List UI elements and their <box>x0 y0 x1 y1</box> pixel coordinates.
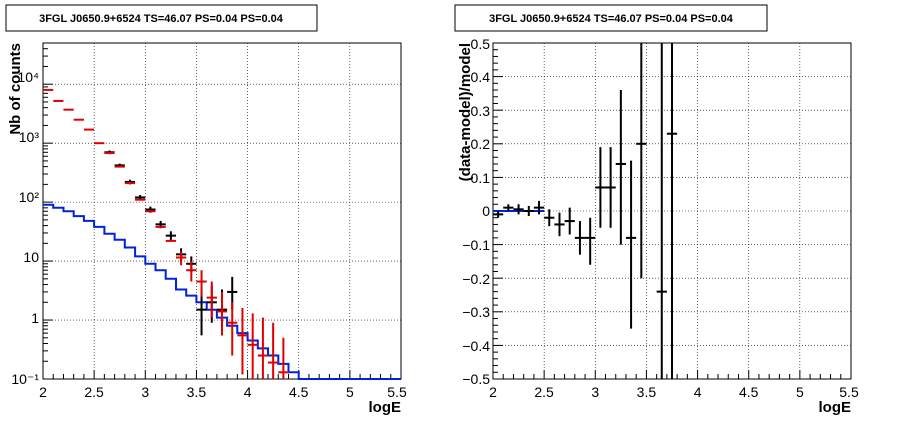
total-model-point <box>216 291 228 336</box>
right-y-tick-label: −0.1 <box>462 237 490 253</box>
right-y-tick-label: −0.5 <box>462 371 490 387</box>
right-title: 3FGL J0650.9+6524 TS=46.07 PS=0.04 PS=0.… <box>489 13 734 25</box>
left-y-tick-label: 10 <box>23 249 39 265</box>
total-model-point <box>186 261 197 282</box>
right-y-tick-label: −0.4 <box>462 338 490 354</box>
total-model-point <box>196 270 207 297</box>
residual-point <box>595 147 606 228</box>
right-x-tick-label: 2 <box>489 384 497 400</box>
right-y-axis-label: (data-model)/model <box>457 43 474 181</box>
right-y-tick-label: 0.2 <box>471 136 491 152</box>
right-plot-marks <box>493 43 678 379</box>
right-x-tick-label: 4.5 <box>739 384 759 400</box>
left-title: 3FGL J0650.9+6524 TS=46.07 PS=0.04 PS=0.… <box>39 13 284 25</box>
right-y-tick-labels: −0.5 −0.4 −0.3 −0.2 −0.1 0 0.1 0.2 0.3 0… <box>462 36 490 387</box>
right-y-tick-label: 0.3 <box>471 103 491 119</box>
left-ticks <box>42 48 392 380</box>
left-x-tick-label: 3 <box>141 384 149 400</box>
right-panel: 3FGL J0650.9+6524 TS=46.07 PS=0.04 PS=0.… <box>454 4 859 416</box>
left-panel: 3FGL J0650.9+6524 TS=46.07 PS=0.04 PS=0.… <box>5 4 407 416</box>
right-y-tick-label: 0.5 <box>471 36 491 52</box>
left-title-box <box>5 4 318 32</box>
total-model-point <box>175 251 187 266</box>
residual-point <box>513 204 524 215</box>
right-x-tick-label: 2.5 <box>534 384 554 400</box>
left-y-tick-label: 10² <box>19 189 40 205</box>
right-y-tick-label: −0.2 <box>462 271 490 287</box>
left-x-axis-label: logE <box>369 399 402 416</box>
right-x-axis-label: logE <box>819 399 852 416</box>
total-model-point <box>278 337 289 379</box>
left-y-tick-label: 1 <box>31 310 39 326</box>
left-x-tick-label: 2.5 <box>84 384 104 400</box>
residual-point <box>533 200 545 215</box>
total-model-point <box>237 308 248 375</box>
left-y-axis-label: Nb of counts <box>7 43 24 135</box>
residual-point <box>554 212 565 237</box>
residual-point <box>625 160 637 329</box>
residual-point <box>605 147 616 228</box>
left-plot-marks <box>43 88 401 380</box>
residual-point <box>636 43 647 279</box>
data-point <box>165 231 176 241</box>
left-x-tick-label: 2 <box>39 384 47 400</box>
left-y-tick-label: 10⁻¹ <box>11 371 39 387</box>
data-point <box>196 289 207 336</box>
right-y-tick-label: 0.1 <box>471 170 491 186</box>
total-model-point <box>268 322 279 379</box>
right-x-tick-label: 4 <box>694 384 702 400</box>
residual-point <box>585 217 596 265</box>
total-model-point <box>257 317 269 379</box>
left-x-tick-label: 5.5 <box>387 384 407 400</box>
right-y-tick-label: 0 <box>482 203 490 219</box>
right-x-tick-label: 5 <box>796 384 804 400</box>
residual-point <box>656 43 667 379</box>
residual-point <box>574 221 586 255</box>
right-x-tick-labels: 2 2.5 3 3.5 4 4.5 5 5.5 <box>489 384 859 400</box>
right-x-tick-label: 3 <box>591 384 599 400</box>
right-x-tick-label: 5.5 <box>839 384 859 400</box>
left-y-tick-label: 10⁴ <box>17 69 39 85</box>
left-y-tick-label: 10³ <box>19 129 40 145</box>
residual-point <box>564 207 575 235</box>
left-x-tick-label: 4.5 <box>289 384 309 400</box>
total-model-point <box>227 302 238 356</box>
total-model-point <box>206 281 217 318</box>
residual-point <box>544 209 555 227</box>
left-x-tick-label: 5 <box>346 384 354 400</box>
total-model-point <box>247 313 258 379</box>
residual-point <box>615 90 626 245</box>
right-ticks <box>492 42 842 380</box>
left-x-tick-label: 4 <box>244 384 252 400</box>
residual-point <box>503 204 514 211</box>
left-x-tick-labels: 2 2.5 3 3.5 4 4.5 5 5.5 <box>39 384 407 400</box>
left-x-tick-label: 3.5 <box>187 384 207 400</box>
right-y-tick-label: 0.4 <box>471 69 491 85</box>
left-y-tick-labels: 10⁻¹ 1 10 10² 10³ 10⁴ <box>11 69 39 387</box>
residual-point <box>493 211 504 218</box>
residual-point <box>666 43 678 379</box>
right-x-tick-label: 3.5 <box>637 384 657 400</box>
right-y-tick-label: −0.3 <box>462 304 490 320</box>
residual-point <box>523 205 534 217</box>
right-title-box <box>454 4 768 32</box>
